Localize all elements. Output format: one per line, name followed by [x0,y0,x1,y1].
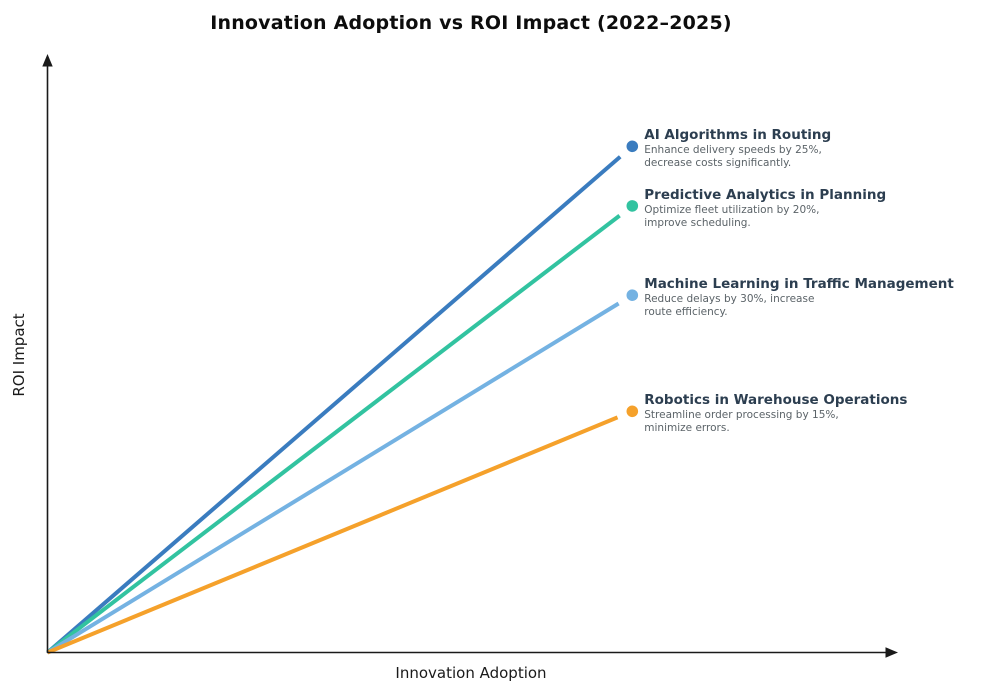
series-line [46,301,620,655]
series-end-marker [626,140,639,153]
annotation-desc-line: Reduce delays by 30%, increase [644,293,815,306]
y-axis-arrow-icon [42,54,53,67]
series-end-marker [626,200,639,212]
annotation-robotics-in-warehouse-operations: Robotics in Warehouse Operations Streaml… [644,391,984,435]
annotation-desc-line: Enhance delivery speeds by 25%, [644,144,822,157]
x-axis-label: Innovation Adoption [395,664,547,682]
annotation-title: Predictive Analytics in Planning [644,186,887,203]
annotation-description: Reduce delays by 30%, increase route eff… [644,293,984,319]
annotation-desc-line: improve scheduling. [644,216,751,229]
series-line [46,415,619,655]
chart-title: Innovation Adoption vs ROI Impact (2022–… [210,12,732,34]
x-axis-arrow-icon [885,647,898,658]
series-layer [46,140,639,655]
y-axis-label: ROI Impact [10,313,28,397]
annotation-desc-line: minimize errors. [644,422,730,435]
annotation-desc-line: decrease costs significantly. [644,157,792,170]
annotation-predictive-analytics-in-planning: Predictive Analytics in Planning Optimiz… [644,186,984,230]
annotation-title: AI Algorithms in Routing [644,127,832,144]
annotation-desc-line: Streamline order processing by 15%, [644,409,839,422]
annotation-machine-learning-in-traffic-management: Machine Learning in Traffic Management R… [644,275,984,319]
series-line [46,214,621,655]
series-line [46,155,622,655]
annotation-description: Streamline order processing by 15%, mini… [644,409,984,435]
annotation-desc-line: Optimize fleet utilization by 20%, [644,203,820,216]
annotation-description: Enhance delivery speeds by 25%, decrease… [644,144,984,170]
annotation-desc-line: route efficiency. [644,306,728,319]
axes-layer [42,54,898,658]
annotation-ai-algorithms-in-routing: AI Algorithms in Routing Enhance deliver… [644,126,984,170]
annotation-title: Machine Learning in Traffic Management [644,276,954,293]
annotation-title: Robotics in Warehouse Operations [644,392,908,409]
series-end-marker [626,405,639,418]
annotation-description: Optimize fleet utilization by 20%, impro… [644,204,984,230]
series-end-marker [626,289,639,302]
